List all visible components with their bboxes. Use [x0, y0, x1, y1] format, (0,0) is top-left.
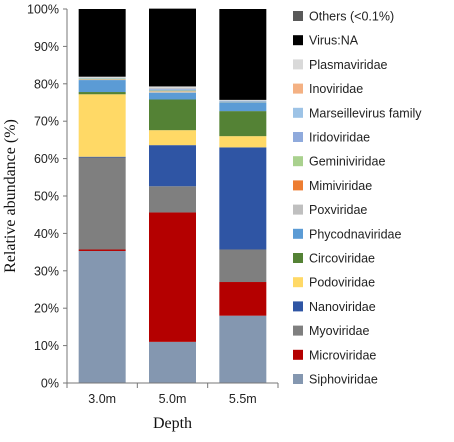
legend-label: Poxviridae	[309, 203, 367, 217]
x-tick-label: 3.0m	[88, 392, 116, 406]
y-tick-label: 100%	[27, 3, 59, 17]
bar-segment	[219, 316, 266, 383]
bar-segment	[149, 145, 196, 186]
y-tick-label: 20%	[34, 302, 59, 316]
legend-label: Iridoviridae	[309, 131, 370, 145]
bar-segment	[219, 100, 266, 101]
bar-segment	[79, 249, 126, 250]
bar-segment	[219, 249, 266, 282]
legend-swatch	[293, 84, 303, 94]
legend-swatch	[293, 253, 303, 263]
bar-segment	[149, 86, 196, 87]
legend-swatch	[293, 350, 303, 360]
y-axis-title: Relative abundance (%)	[2, 119, 19, 273]
bar-segment	[79, 80, 126, 92]
legend-swatch	[293, 35, 303, 45]
x-axis-tick-labels: 3.0m 5.0m 5.5m	[67, 383, 278, 406]
bar-segment	[149, 342, 196, 383]
legend-swatch	[293, 180, 303, 190]
bar-segment	[79, 251, 126, 383]
bar-segment	[79, 77, 126, 78]
bar-segment	[79, 157, 126, 158]
legend-label: Microviridae	[309, 348, 376, 362]
bar-segment	[149, 91, 196, 92]
bar-segment	[219, 282, 266, 316]
legend-swatch	[293, 108, 303, 118]
x-axis-title: Depth	[153, 415, 192, 432]
legend-swatch	[293, 59, 303, 69]
bar-segment	[219, 147, 266, 249]
bar-segment	[219, 101, 266, 102]
legend-swatch	[293, 11, 303, 21]
y-tick-label: 30%	[34, 264, 59, 278]
legend-swatch	[293, 301, 303, 311]
legend-label: Marseillevirus family	[309, 106, 422, 120]
y-tick-label: 50%	[34, 190, 59, 204]
legend: Others (<0.1%) Virus:NA Plasmaviridae Inovi…	[293, 10, 422, 387]
x-tick-label: 5.5m	[229, 392, 257, 406]
legend-label: Plasmaviridae	[309, 58, 388, 72]
y-axis-ticks: 0% 10% 20% 30% 40% 50% 60% 70% 80% 90% 100%	[27, 3, 67, 391]
bar-segment	[149, 186, 196, 212]
legend-label: Others (<0.1%)	[309, 10, 394, 24]
legend-swatch	[293, 229, 303, 239]
legend-label: Geminiviridae	[309, 155, 385, 169]
legend-label: Nanoviridae	[309, 300, 376, 314]
y-tick-label: 70%	[34, 115, 59, 129]
y-tick-label: 40%	[34, 227, 59, 241]
legend-label: Myoviridae	[309, 324, 369, 338]
y-tick-label: 10%	[34, 339, 59, 353]
legend-swatch	[293, 374, 303, 384]
legend-label: Circoviridae	[309, 252, 375, 266]
bar-segment	[149, 89, 196, 90]
legend-label: Phycodnaviridae	[309, 227, 401, 241]
bar-segment	[79, 9, 126, 77]
bar-segment	[149, 130, 196, 145]
legend-swatch	[293, 132, 303, 142]
legend-swatch	[293, 326, 303, 336]
bar-segment	[79, 157, 126, 249]
legend-label: Podoviridae	[309, 276, 375, 290]
legend-label: Inoviridae	[309, 82, 363, 96]
bar-segment	[79, 94, 126, 156]
legend-label: Virus:NA	[309, 34, 359, 48]
bar-segment	[79, 92, 126, 94]
bar-segment	[149, 212, 196, 341]
legend-swatch	[293, 156, 303, 166]
y-tick-label: 80%	[34, 77, 59, 91]
bar-segment	[219, 103, 266, 112]
x-tick-label: 5.0m	[159, 392, 187, 406]
bars	[79, 9, 267, 383]
legend-label: Mimiviridae	[309, 179, 372, 193]
legend-swatch	[293, 205, 303, 215]
legend-label: Siphoviridae	[309, 373, 378, 387]
y-tick-label: 60%	[34, 152, 59, 166]
bar-segment	[219, 111, 266, 136]
bar-segment	[149, 88, 196, 89]
y-tick-label: 90%	[34, 40, 59, 54]
y-tick-label: 0%	[41, 377, 59, 391]
bar-segment	[149, 9, 196, 87]
legend-swatch	[293, 277, 303, 287]
bar-segment	[219, 9, 266, 100]
bar-segment	[79, 79, 126, 80]
bar-segment	[149, 100, 196, 131]
bar-segment	[149, 93, 196, 100]
bar-segment	[219, 136, 266, 147]
bar-segment	[149, 92, 196, 93]
